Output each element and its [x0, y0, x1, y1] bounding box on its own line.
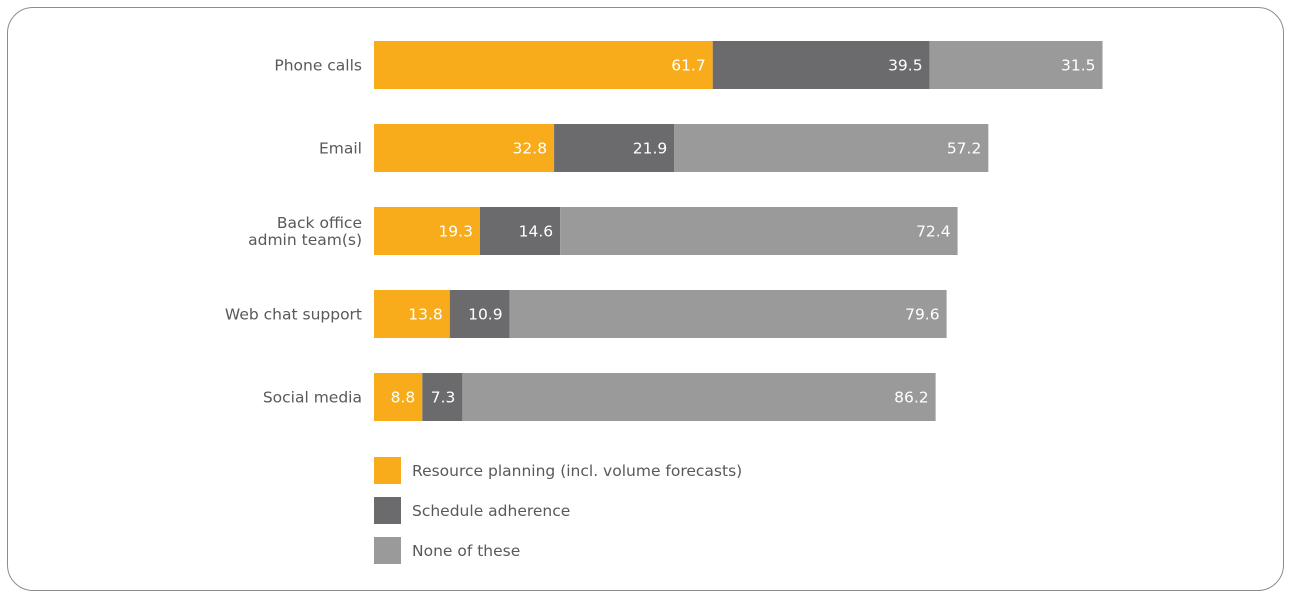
bar-segment: [449, 290, 510, 338]
legend-label: Schedule adherence: [412, 502, 570, 520]
bar-segment: [374, 124, 555, 172]
category-label: Email: [319, 140, 362, 158]
data-label: 86.2: [894, 389, 929, 407]
bar-segment: [712, 41, 930, 89]
category-label: Web chat support: [225, 306, 362, 324]
bar-row: Phone calls 61.7 39.5 31.5: [274, 41, 1103, 89]
data-label: 21.9: [633, 140, 668, 158]
legend-swatch: [374, 457, 401, 484]
bar-segment: [374, 41, 713, 89]
data-label: 39.5: [888, 57, 923, 75]
bar-segment: [374, 290, 450, 338]
bar-segment: [479, 207, 561, 255]
legend-item: Schedule adherence: [374, 497, 570, 524]
bars-group: Phone calls 61.7 39.5 31.5 Email 32.8 21.9 57.2…: [225, 41, 1103, 421]
data-label: 57.2: [947, 140, 982, 158]
data-label: 13.8: [408, 306, 443, 324]
data-label: 19.3: [438, 223, 473, 241]
bar-row: Email 32.8 21.9 57.2: [319, 124, 989, 172]
data-label: 14.6: [519, 223, 554, 241]
data-label: 72.4: [916, 223, 951, 241]
data-label: 31.5: [1061, 57, 1096, 75]
legend: Resource planning (incl. volume forecast…: [374, 457, 742, 564]
category-label: Social media: [263, 389, 362, 407]
category-label: Phone calls: [274, 57, 362, 75]
bar-row: Web chat support 13.8 10.9 79.6: [225, 290, 947, 338]
bar-segment: [554, 124, 675, 172]
bar-segment: [374, 207, 480, 255]
bar-segment: [929, 41, 1103, 89]
bar-segment: [560, 207, 958, 255]
bar-segment: [374, 373, 423, 421]
chart-frame: [7, 7, 1284, 591]
data-label: 79.6: [905, 306, 940, 324]
data-label: 10.9: [468, 306, 503, 324]
legend-label: Resource planning (incl. volume forecast…: [412, 462, 742, 480]
legend-label: None of these: [412, 542, 520, 560]
data-label: 7.3: [431, 389, 456, 407]
legend-swatch: [374, 497, 401, 524]
category-label: Back office: [277, 214, 362, 232]
bar-segment: [674, 124, 989, 172]
bar-row: Social media 8.8 7.3 86.2: [263, 373, 936, 421]
legend-item: Resource planning (incl. volume forecast…: [374, 457, 742, 484]
legend-item: None of these: [374, 537, 520, 564]
legend-swatch: [374, 537, 401, 564]
bar-segment: [422, 373, 463, 421]
bar-segment: [462, 373, 936, 421]
data-label: 32.8: [513, 140, 548, 158]
category-label: admin team(s): [248, 231, 362, 249]
data-label: 61.7: [671, 57, 706, 75]
bar-segment: [509, 290, 947, 338]
data-label: 8.8: [391, 389, 416, 407]
